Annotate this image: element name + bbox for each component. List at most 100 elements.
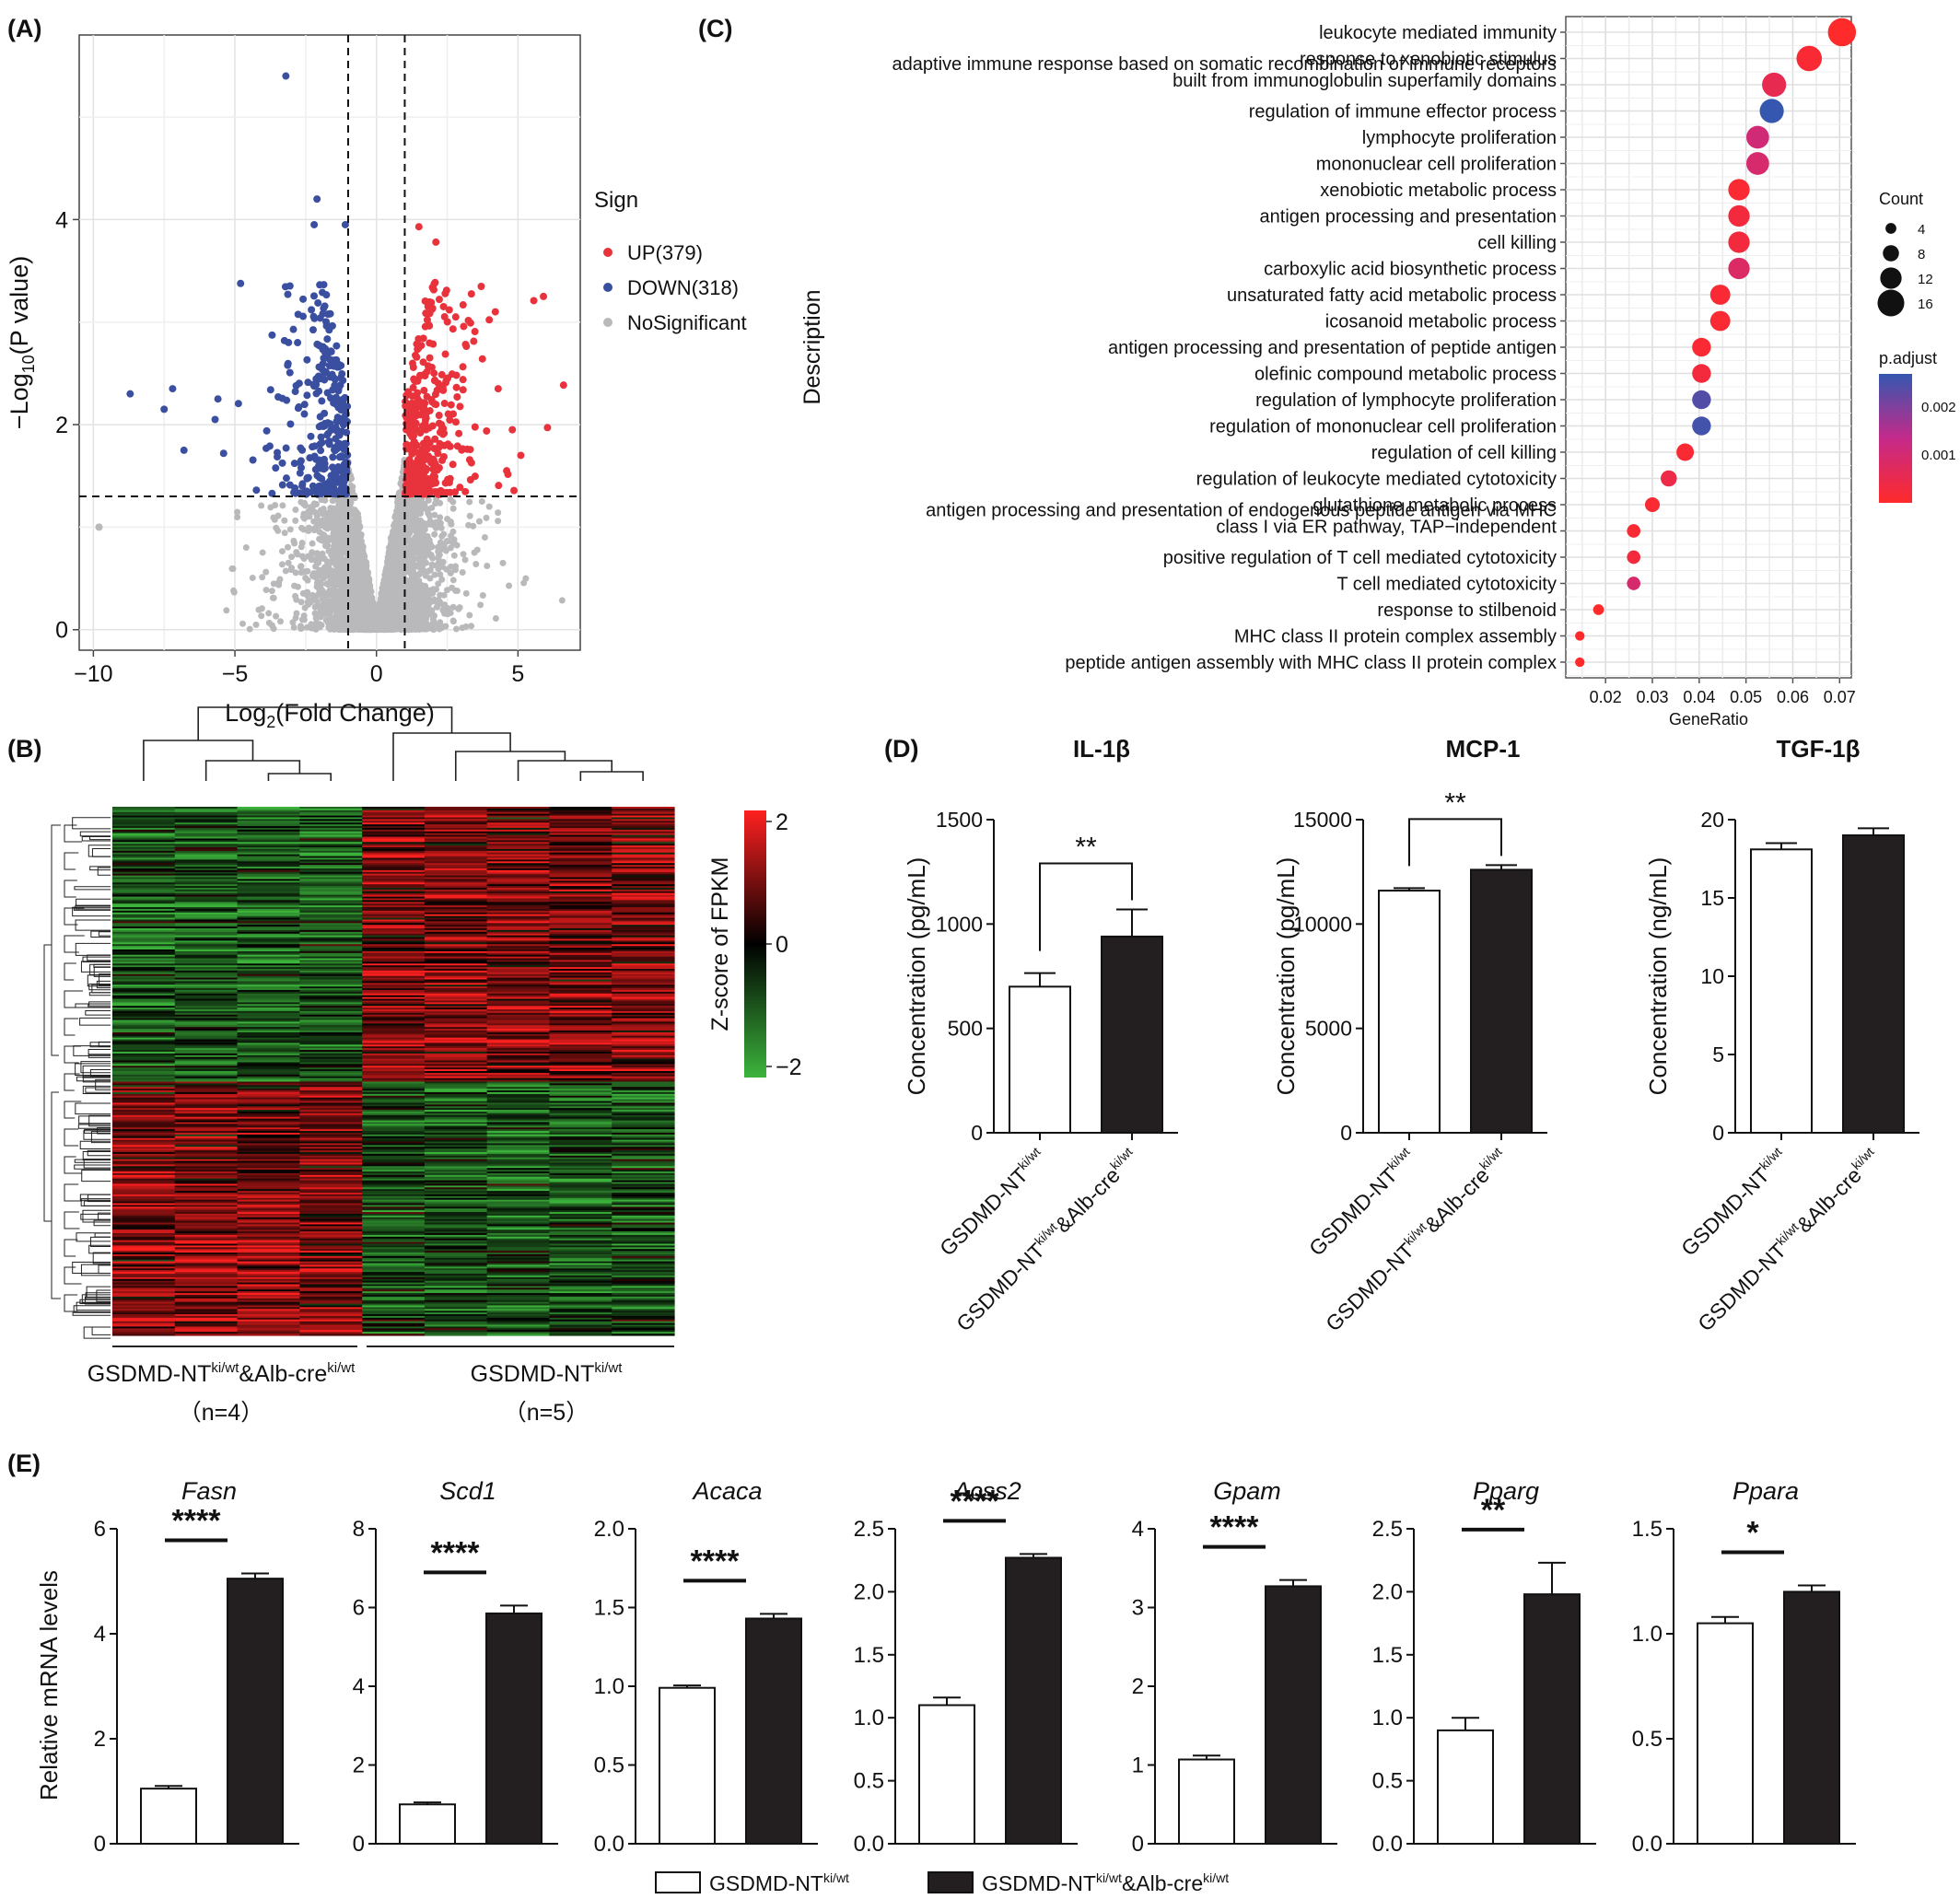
volcano-point-ns bbox=[290, 623, 298, 631]
volcano-point-up bbox=[438, 488, 447, 496]
volcano-point-ns bbox=[291, 540, 298, 547]
volcano-point-ns bbox=[281, 530, 288, 537]
volcano-point-up bbox=[419, 483, 427, 492]
volcano-point-ns bbox=[301, 604, 309, 612]
volcano-point-ns bbox=[349, 527, 356, 534]
volcano-point-ns bbox=[335, 623, 343, 630]
volcano-point-up bbox=[436, 428, 444, 437]
volcano-point-down bbox=[237, 279, 245, 287]
volcano-point-ns bbox=[262, 568, 270, 576]
volcano-point-ns bbox=[286, 526, 294, 533]
volcano-point-ns bbox=[415, 614, 423, 622]
volcano-point-ns bbox=[298, 569, 305, 577]
volcano-point-ns bbox=[558, 597, 566, 604]
volcano-point-down bbox=[219, 449, 228, 458]
volcano-point-ns bbox=[359, 593, 367, 600]
volcano-point-down bbox=[309, 292, 318, 300]
volcano-point-up bbox=[435, 443, 443, 451]
volcano-point-ns bbox=[305, 527, 312, 534]
volcano-point-ns bbox=[472, 561, 480, 568]
volcano-point-down bbox=[274, 453, 282, 461]
volcano-point-down bbox=[298, 446, 307, 454]
volcano-point-ns bbox=[317, 551, 324, 558]
volcano-point-ns bbox=[416, 571, 424, 578]
volcano-point-ns bbox=[335, 559, 343, 566]
volcano-point-down bbox=[265, 442, 274, 450]
volcano-point-up bbox=[414, 376, 422, 384]
volcano-point-ns bbox=[341, 612, 348, 620]
volcano-point-ns bbox=[246, 625, 253, 633]
volcano-point-ns bbox=[428, 543, 436, 551]
x-axis-label-part: Log bbox=[225, 699, 266, 727]
volcano-point-down bbox=[282, 444, 290, 452]
volcano-point-ns bbox=[360, 550, 368, 557]
volcano-point-ns bbox=[392, 553, 400, 560]
volcano-point-ns bbox=[397, 572, 404, 579]
volcano-point-ns bbox=[438, 576, 446, 583]
volcano-point-ns bbox=[481, 533, 488, 541]
volcano-point-up bbox=[478, 355, 486, 363]
volcano-point-down bbox=[318, 397, 326, 405]
volcano-point-down bbox=[317, 447, 325, 455]
volcano-point-up bbox=[425, 452, 433, 460]
volcano-point-ns bbox=[294, 551, 301, 558]
volcano-point-up bbox=[443, 318, 451, 326]
y-tick-label: 2 bbox=[55, 413, 68, 438]
volcano-point-ns bbox=[275, 581, 283, 588]
volcano-point-ns bbox=[363, 612, 370, 620]
volcano-point-ns bbox=[315, 522, 322, 530]
volcano-point-ns bbox=[397, 529, 404, 536]
volcano-point-up bbox=[414, 223, 423, 231]
volcano-point-ns bbox=[418, 597, 426, 604]
volcano-point-ns bbox=[265, 619, 273, 626]
volcano-point-ns bbox=[460, 551, 467, 558]
volcano-point-up bbox=[459, 363, 467, 371]
volcano-point-ns bbox=[268, 588, 275, 595]
volcano-point-ns bbox=[258, 612, 265, 620]
volcano-point-up bbox=[421, 322, 429, 331]
volcano-point-up bbox=[451, 488, 460, 496]
volcano-point-ns bbox=[259, 549, 266, 556]
volcano-point-up bbox=[428, 422, 437, 430]
volcano-point-ns bbox=[334, 597, 342, 604]
volcano-point-up bbox=[447, 401, 455, 409]
volcano-point-ns bbox=[437, 499, 444, 507]
volcano-point-ns bbox=[416, 518, 424, 525]
volcano-point-up bbox=[456, 402, 464, 411]
legend-label: NoSignificant bbox=[627, 311, 747, 334]
volcano-point-ns bbox=[309, 504, 316, 511]
volcano-point-ns bbox=[272, 502, 279, 509]
x-axis-label-part: (Fold Change) bbox=[275, 699, 435, 727]
volcano-point-ns bbox=[440, 530, 448, 538]
volcano-point-ns bbox=[333, 577, 341, 585]
volcano-point-ns bbox=[370, 623, 378, 631]
volcano-point-up bbox=[428, 480, 437, 488]
volcano-point-down bbox=[268, 331, 276, 339]
volcano-point-down bbox=[252, 486, 261, 495]
volcano-point-ns bbox=[292, 507, 299, 514]
volcano-point-ns bbox=[404, 626, 412, 634]
volcano-point-up bbox=[446, 442, 454, 450]
volcano-point-up bbox=[426, 354, 434, 362]
volcano-point-ns bbox=[276, 576, 284, 583]
volcano-point-ns bbox=[426, 575, 434, 582]
volcano-point-ns bbox=[316, 621, 323, 628]
volcano-point-up bbox=[413, 340, 421, 348]
volcano-point-ns bbox=[340, 605, 347, 612]
volcano-point-down bbox=[272, 464, 280, 472]
volcano-point-ns bbox=[329, 550, 336, 557]
volcano-point-up bbox=[459, 376, 467, 384]
volcano-point-up bbox=[449, 325, 457, 333]
volcano-point-ns bbox=[506, 582, 513, 589]
volcano-point-down bbox=[318, 438, 326, 447]
volcano-point-up bbox=[430, 400, 438, 408]
volcano-point-ns bbox=[325, 512, 332, 519]
volcano-point-ns bbox=[449, 584, 456, 591]
volcano-point-down bbox=[282, 474, 290, 483]
volcano-point-ns bbox=[384, 617, 391, 624]
volcano-point-ns bbox=[320, 566, 327, 574]
volcano-point-down bbox=[333, 383, 342, 391]
volcano-point-ns bbox=[413, 608, 420, 615]
volcano-point-down bbox=[294, 310, 302, 319]
volcano-point-down bbox=[303, 355, 311, 364]
